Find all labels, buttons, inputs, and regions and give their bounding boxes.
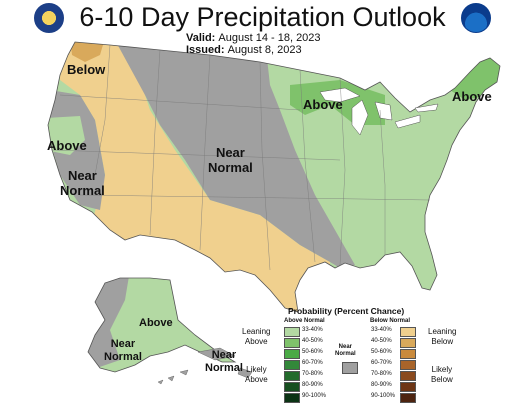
legend-title: Probability (Percent Chance)	[288, 306, 405, 316]
leaning-below-line1: Leaning	[428, 327, 457, 336]
likely-below-line2: Below	[431, 375, 453, 384]
legend-near-normal-swatch	[342, 362, 358, 374]
leaning-above-line1: Leaning	[242, 327, 271, 336]
legend-range-above: 33-40%	[302, 327, 323, 333]
likely-above-line1: Likely	[246, 365, 267, 374]
legend-swatch-below	[400, 360, 416, 370]
valid-value: August 14 - 18, 2023	[218, 32, 321, 44]
legend-swatch-below	[400, 371, 416, 381]
legend-range-below: 33-40%	[371, 327, 392, 333]
label-above-california: Above	[47, 138, 87, 153]
issued-value: August 8, 2023	[227, 44, 302, 56]
noaa-doc-seal-icon	[34, 3, 64, 33]
issued-label: Issued:	[186, 44, 225, 56]
legend-below-header: Below Normal	[370, 318, 411, 324]
leaning-above-line2: Above	[244, 337, 268, 346]
legend-swatch-above	[284, 382, 300, 392]
legend-swatch-below	[400, 327, 416, 337]
legend-above-header: Above Normal	[284, 318, 325, 324]
legend-swatch-below	[400, 393, 416, 403]
issued-date: Issued: August 8, 2023	[186, 44, 302, 56]
legend-range-above: 70-80%	[302, 371, 323, 377]
near-normal-ak-line1: Near	[110, 338, 136, 350]
legend-range-below: 40-50%	[371, 338, 392, 344]
label-near-normal-center: Near Normal	[208, 145, 253, 175]
likely-above-line2: Above	[245, 375, 268, 384]
near-normal-center-line1: Near	[215, 145, 245, 160]
near-normal-aleut-line1: Near	[211, 349, 237, 361]
legend-swatch-below	[400, 338, 416, 348]
legend-range-above: 80-90%	[302, 382, 323, 388]
legend-range-below: 70-80%	[371, 371, 392, 377]
legend-swatch-above	[284, 360, 300, 370]
near-normal-center-line2: Normal	[208, 160, 253, 175]
near-normal-leg-line2: Normal	[335, 351, 356, 357]
legend-likely-above: Likely Above	[245, 365, 268, 385]
legend-swatch-above	[284, 371, 300, 381]
map-title: 6-10 Day Precipitation Outlook	[79, 2, 446, 32]
legend-leaning-below: Leaning Below	[428, 327, 456, 347]
legend-likely-below: Likely Below	[431, 365, 453, 385]
legend-range-below: 90-100%	[371, 393, 396, 399]
legend-range-above: 50-60%	[302, 349, 323, 355]
label-near-normal-aleutians: Near Normal	[205, 349, 243, 375]
legend-range-above: 60-70%	[302, 360, 323, 366]
label-near-normal-california: Near Normal	[60, 168, 105, 198]
near-normal-ca-line2: Normal	[60, 183, 105, 198]
legend-range-below: 80-90%	[371, 382, 392, 388]
label-above-great-lakes: Above	[303, 97, 343, 112]
valid-label: Valid:	[186, 32, 216, 44]
label-above-alaska: Above	[139, 317, 173, 329]
label-above-northeast: Above	[452, 89, 492, 104]
legend-leaning-above: Leaning Above	[242, 327, 270, 347]
legend-range-below: 60-70%	[371, 360, 392, 366]
likely-below-line1: Likely	[431, 365, 453, 374]
legend-swatch-below	[400, 382, 416, 392]
label-near-normal-alaska: Near Normal	[104, 338, 142, 364]
near-normal-leg-line1: Near	[338, 344, 352, 350]
near-normal-ak-line2: Normal	[104, 351, 142, 363]
legend-swatch-below	[400, 349, 416, 359]
leaning-below-line2: Below	[431, 337, 454, 346]
near-normal-ca-line1: Near	[67, 168, 97, 183]
legend-swatch-above	[284, 393, 300, 403]
valid-dates: Valid: August 14 - 18, 2023	[186, 32, 321, 44]
legend-swatch-above	[284, 349, 300, 359]
legend-swatch-above	[284, 327, 300, 337]
legend-range-below: 50-60%	[371, 349, 392, 355]
legend-range-above: 40-50%	[302, 338, 323, 344]
legend-range-above: 90-100%	[302, 393, 327, 399]
legend-near-normal-label: Near Normal	[335, 344, 356, 358]
label-below-northwest: Below	[67, 62, 106, 77]
near-normal-aleut-line2: Normal	[205, 362, 243, 374]
legend-swatch-above	[284, 338, 300, 348]
noaa-logo-icon	[461, 3, 491, 33]
